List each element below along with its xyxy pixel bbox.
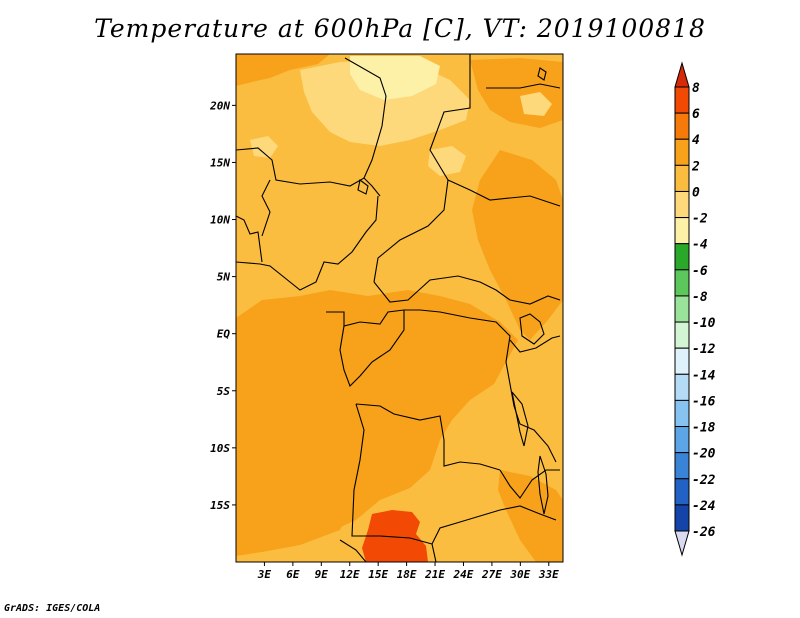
border-line <box>326 309 405 327</box>
colorbar-segment <box>674 190 690 219</box>
x-tick-label: 6E <box>286 568 300 581</box>
colorbar-label: -4 <box>692 238 708 253</box>
y-tick-label: 5N <box>217 271 231 284</box>
field-region-warm-south <box>236 470 350 556</box>
grads-credit: GrADS: IGES/COLA <box>4 603 101 614</box>
colorbar-bottom-arrow <box>674 530 690 557</box>
lake-outline <box>519 313 545 345</box>
colorbar-label: 6 <box>692 107 700 122</box>
colorbar-segment <box>674 426 690 454</box>
field-region-warm-west <box>236 54 330 86</box>
border-line <box>404 309 511 363</box>
map-title: Temperature at 600hPa [C], VT: 201910081… <box>94 14 706 43</box>
colorbar-segment <box>674 112 690 140</box>
field-region-hot-spot <box>362 510 428 562</box>
country-borders <box>236 54 561 562</box>
field-region-cool-patch-3 <box>520 92 552 116</box>
lake-outline <box>511 391 529 447</box>
border-line <box>431 543 437 562</box>
colorbar-label: -24 <box>692 499 716 514</box>
colorbar-segment <box>674 164 690 192</box>
colorbar-label: -6 <box>692 264 708 279</box>
y-tick-label: 10N <box>210 214 230 227</box>
colorbar-segment <box>674 478 690 506</box>
colorbar-label: -10 <box>692 316 716 331</box>
x-tick-label: 12E <box>340 568 360 581</box>
colorbar-segment <box>674 504 690 532</box>
colorbar-segment <box>674 347 690 375</box>
colorbar-label: -14 <box>692 368 716 383</box>
lake-outline <box>357 179 369 195</box>
y-tick-label: 10S <box>210 442 230 455</box>
y-tick-label: 5S <box>217 385 231 398</box>
x-tick-label: 33E <box>538 568 559 581</box>
y-tick-label: 20N <box>209 99 230 112</box>
colorbar-segment <box>674 217 690 245</box>
map-axes: 3E 6E 9E 12E 15E 18E 21E 24E 27E 30E 33E 20N 15N 10N 5… <box>209 99 559 581</box>
field-region-cold-north <box>350 56 440 100</box>
x-tick-label: 18E <box>397 568 417 581</box>
colorbar-segment <box>674 243 690 271</box>
colorbar-label: 2 <box>691 159 700 174</box>
y-tick-label: EQ <box>217 328 231 341</box>
colorbar-label: -12 <box>692 342 716 357</box>
border-line <box>236 195 379 291</box>
border-line <box>339 539 367 562</box>
field-region-cool-patch-2 <box>250 136 278 158</box>
colorbar-label: -26 <box>692 525 716 540</box>
border-line <box>373 54 471 283</box>
border-line <box>351 403 433 545</box>
colorbar-label: -20 <box>692 447 716 462</box>
lake-outline <box>537 455 549 515</box>
border-line <box>236 147 381 197</box>
colorbar-segment <box>674 373 690 401</box>
colorbar-label: 4 <box>692 133 700 148</box>
border-line <box>431 505 557 545</box>
y-tick-label: 15S <box>210 499 230 512</box>
colorbar-segment <box>674 321 690 349</box>
border-line <box>339 310 405 387</box>
colorbar-segment <box>674 452 690 480</box>
colorbar-segment <box>674 399 690 428</box>
colorbar-top-arrow <box>674 61 690 88</box>
border-line <box>486 83 561 89</box>
x-tick-label: 15E <box>368 568 388 581</box>
field-region-cool-patch-1 <box>428 146 466 176</box>
field-region-warm-east <box>472 150 563 340</box>
colorbar-segment <box>674 295 690 323</box>
colorbar-segment <box>674 86 690 114</box>
y-tick-label: 15N <box>210 156 230 169</box>
colorbar-label: 0 <box>692 185 700 200</box>
colorbar-label: 8 <box>692 81 700 96</box>
map-frame <box>235 53 564 563</box>
colorbar-label: -8 <box>692 290 708 305</box>
x-tick-label: 21E <box>424 568 445 581</box>
border-line <box>499 469 560 499</box>
border-line <box>373 275 561 305</box>
x-tick-label: 9E <box>315 568 329 581</box>
border-line <box>447 179 561 207</box>
border-line <box>261 179 271 237</box>
colorbar-label: -2 <box>692 212 708 227</box>
border-line <box>236 215 263 263</box>
border-line <box>355 403 501 471</box>
x-tick-label: 24E <box>453 568 474 581</box>
colorbar-segment <box>674 138 690 166</box>
colorbar-segment <box>674 269 690 297</box>
border-line <box>509 335 561 353</box>
x-tick-label: 3E <box>257 568 272 581</box>
temperature-field <box>236 54 563 562</box>
border-line <box>344 57 387 179</box>
colorbar: 8 6 4 2 0 -2 -4 -6 -8 -10 -12 -14 -16 -18 -20 -22 -24 -26 <box>674 61 716 557</box>
x-tick-label: 30E <box>509 568 530 581</box>
colorbar-label: -22 <box>692 473 716 488</box>
x-tick-label: 27E <box>481 568 502 581</box>
border-line <box>505 361 557 463</box>
lake-outline <box>537 67 547 81</box>
field-region-warm-se <box>498 470 563 562</box>
colorbar-label: -16 <box>692 394 716 409</box>
field-region-warm-center <box>236 290 518 556</box>
colorbar-label: -18 <box>692 421 716 436</box>
